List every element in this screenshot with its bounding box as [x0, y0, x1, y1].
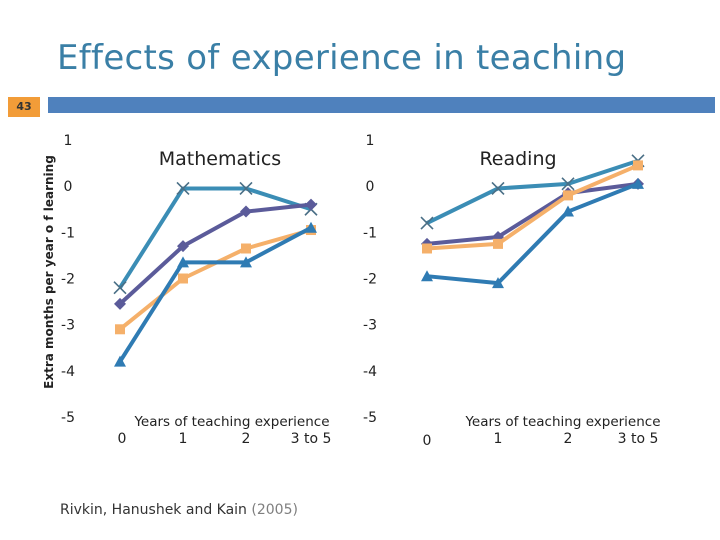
- x-tick-label: 2: [564, 431, 573, 447]
- data-point-square: [241, 243, 251, 254]
- data-point-triangle: [492, 277, 504, 289]
- citation: Rivkin, Hanushek and Kain (2005): [60, 502, 298, 518]
- y-tick-label: 1: [64, 133, 73, 149]
- data-point-square: [115, 324, 125, 335]
- series-line-series-square: [426, 163, 639, 251]
- data-point-square: [422, 243, 432, 254]
- data-point-x: [561, 177, 575, 191]
- data-point-x: [113, 281, 127, 295]
- y-tick-label: -4: [363, 364, 377, 380]
- y-tick-label: -4: [61, 364, 75, 380]
- data-point-x: [491, 181, 505, 196]
- data-point-triangle: [114, 355, 126, 367]
- data-point-diamond: [177, 240, 189, 253]
- y-tick-label: -2: [363, 272, 377, 288]
- y-tick-label: -5: [363, 410, 377, 426]
- y-tick-label: 0: [64, 179, 73, 195]
- x-tick-label: 1: [494, 431, 503, 447]
- slide-title: Effects of experience in teaching: [57, 38, 627, 78]
- x-tick-label: 2: [242, 431, 251, 447]
- data-point-x: [239, 181, 253, 196]
- header-bar: [48, 97, 715, 113]
- citation-year: (2005): [251, 502, 298, 518]
- slide-number: 43: [8, 97, 40, 117]
- x-tick-label: 0: [423, 433, 432, 449]
- data-point-triangle: [305, 221, 317, 233]
- data-point-triangle: [240, 256, 252, 268]
- x-tick-label: 1: [179, 431, 188, 447]
- x-tick-label: 3 to 5: [618, 431, 659, 447]
- x-tick-label: 0: [118, 431, 127, 447]
- series-line-series-triangle: [118, 225, 312, 363]
- data-point-square: [633, 160, 643, 171]
- series-line-series-triangle: [426, 181, 639, 286]
- y-tick-label: -1: [363, 225, 377, 241]
- data-point-triangle: [632, 177, 644, 189]
- data-point-triangle: [421, 270, 433, 282]
- data-point-x: [420, 216, 434, 230]
- y-tick-label: 1: [366, 133, 375, 149]
- data-point-square: [493, 238, 503, 249]
- data-point-diamond: [114, 297, 126, 310]
- y-tick-label: -1: [61, 225, 75, 241]
- y-tick-label: -5: [61, 410, 75, 426]
- data-point-x: [176, 181, 190, 196]
- series-line-series-diamond: [118, 202, 312, 306]
- y-tick-label: 0: [366, 179, 375, 195]
- y-tick-label: -2: [61, 272, 75, 288]
- x-axis-label: Years of teaching experience: [133, 414, 329, 430]
- y-axis-label: Extra months per year o f learning: [42, 155, 56, 389]
- chart-reading: 1 0 -1 -2 -3 -4 -5 Reading Years of teaching exp…: [363, 133, 661, 449]
- chart-title: Reading: [479, 148, 556, 170]
- data-point-square: [563, 190, 573, 201]
- x-tick-label: 3 to 5: [291, 431, 332, 447]
- data-point-diamond: [240, 205, 252, 218]
- series-line-series-cross: [426, 158, 639, 225]
- data-point-triangle: [177, 256, 189, 268]
- series-line-series-diamond: [426, 181, 639, 246]
- chart-mathematics: 1 0 -1 -2 -3 -4 -5 Mathematics Years of teaching…: [61, 133, 331, 447]
- citation-authors: Rivkin, Hanushek and Kain: [60, 502, 247, 518]
- chart-title: Mathematics: [159, 148, 281, 170]
- data-point-square: [178, 273, 188, 284]
- data-point-diamond: [305, 198, 317, 211]
- y-tick-label: -3: [61, 318, 75, 334]
- y-tick-label: -3: [363, 318, 377, 334]
- series-line-series-cross: [118, 186, 312, 289]
- data-point-triangle: [562, 205, 574, 217]
- x-axis-label: Years of teaching experience: [464, 414, 660, 430]
